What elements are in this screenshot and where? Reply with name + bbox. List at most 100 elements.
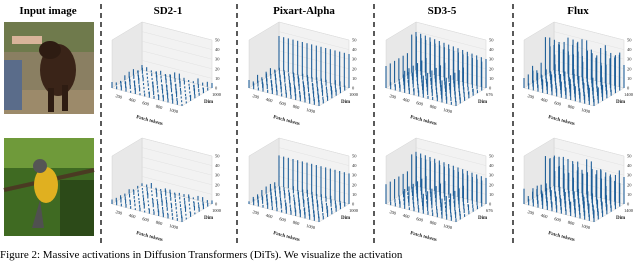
plot-3d: 0 10 20 30 40 50 200 400 600 800 1000 Patch tokens D… bbox=[248, 21, 359, 127]
dim-axis-label: Dim bbox=[204, 100, 214, 105]
plot-3d: 0 10 20 30 40 50 200 400 600 800 1000 Patch tokens D… bbox=[523, 137, 634, 243]
grid-line bbox=[278, 60, 350, 79]
header: Input image bbox=[19, 5, 76, 17]
x-tick-label: 400 bbox=[402, 97, 411, 104]
dim-tick-label: 1000 bbox=[212, 92, 222, 97]
dividers bbox=[100, 4, 514, 246]
grid-line bbox=[141, 137, 213, 157]
z-tick-label: 0 bbox=[215, 86, 218, 91]
grid-line bbox=[141, 147, 213, 166]
x-axis-label: Patch tokens bbox=[547, 231, 575, 243]
grid-line bbox=[141, 21, 213, 41]
grid-line bbox=[278, 176, 350, 195]
header: SD3-5 bbox=[428, 5, 457, 17]
x-tick-label: 400 bbox=[265, 97, 274, 104]
z-tick-label: 10 bbox=[627, 192, 632, 197]
dim-axis-label: Dim bbox=[204, 216, 214, 221]
x-axis-label: Patch tokens bbox=[547, 115, 575, 127]
caption: Figure 2: Massive activations in Diffusi… bbox=[0, 249, 403, 261]
x-tick-label: 400 bbox=[540, 213, 549, 220]
z-tick-label: 40 bbox=[352, 163, 357, 168]
x-axis-label: Patch tokens bbox=[272, 231, 300, 243]
dim-tick-label: 676 bbox=[486, 208, 494, 213]
grid-line bbox=[553, 176, 625, 195]
grid-line bbox=[553, 185, 625, 205]
grid-line bbox=[415, 60, 487, 79]
x-tick-label: 200 bbox=[115, 93, 124, 100]
x-tick-label: 800 bbox=[155, 104, 164, 111]
z-tick-label: 0 bbox=[489, 86, 492, 91]
dim-tick-label: 676 bbox=[486, 92, 494, 97]
grid-line bbox=[141, 60, 213, 79]
plot-3d: 0 10 20 30 40 50 200 400 600 800 1000 Patch tokens D… bbox=[523, 21, 634, 127]
z-tick-label: 20 bbox=[352, 182, 357, 187]
z-tick-label: 20 bbox=[627, 182, 632, 187]
x-tick-label: 1000 bbox=[581, 107, 592, 114]
grid-line bbox=[278, 21, 350, 41]
x-tick-label: 200 bbox=[527, 93, 536, 100]
dim-tick-label: 1000 bbox=[349, 92, 359, 97]
dim-axis-label: Dim bbox=[478, 216, 488, 221]
x-tick-label: 400 bbox=[265, 213, 274, 220]
grid-line bbox=[553, 41, 625, 60]
grid-line bbox=[553, 60, 625, 79]
z-tick-label: 30 bbox=[215, 173, 220, 178]
x-axis-label: Patch tokens bbox=[272, 115, 300, 127]
x-tick-label: 600 bbox=[142, 216, 151, 223]
x-tick-label: 200 bbox=[527, 209, 536, 216]
x-tick-label: 800 bbox=[292, 220, 301, 227]
grid-line bbox=[141, 176, 213, 195]
x-tick-label: 200 bbox=[389, 93, 398, 100]
grid-line bbox=[415, 137, 487, 157]
x-tick-label: 800 bbox=[292, 104, 301, 111]
grid-line bbox=[415, 166, 487, 185]
z-tick-label: 30 bbox=[352, 57, 357, 62]
z-tick-label: 10 bbox=[352, 76, 357, 81]
grid-line bbox=[553, 137, 625, 157]
grid-line bbox=[553, 69, 625, 89]
grid-line bbox=[141, 185, 213, 205]
x-tick-label: 400 bbox=[540, 97, 549, 104]
x-tick-label: 800 bbox=[567, 104, 576, 111]
z-tick-label: 50 bbox=[627, 38, 632, 43]
grid-line bbox=[278, 147, 350, 166]
grid-line bbox=[278, 185, 350, 205]
input-image-dog bbox=[4, 22, 94, 114]
z-tick-label: 30 bbox=[489, 57, 494, 62]
grid-line bbox=[415, 50, 487, 69]
x-tick-label: 1000 bbox=[581, 223, 592, 230]
grid-line bbox=[278, 166, 350, 185]
dim-axis-label: Dim bbox=[616, 216, 626, 221]
grid-line bbox=[415, 147, 487, 166]
grid-line bbox=[415, 31, 487, 50]
z-tick-label: 40 bbox=[352, 47, 357, 52]
z-tick-label: 10 bbox=[215, 192, 220, 197]
grid-line bbox=[553, 50, 625, 69]
x-tick-label: 800 bbox=[155, 220, 164, 227]
z-tick-label: 40 bbox=[489, 163, 494, 168]
z-tick-label: 50 bbox=[627, 154, 632, 159]
grid-line bbox=[553, 31, 625, 50]
z-tick-label: 10 bbox=[352, 192, 357, 197]
z-tick-label: 40 bbox=[627, 163, 632, 168]
x-tick-label: 1000 bbox=[443, 107, 454, 114]
z-tick-label: 50 bbox=[352, 38, 357, 43]
z-tick-label: 50 bbox=[215, 38, 220, 43]
x-tick-label: 1000 bbox=[306, 223, 317, 230]
x-tick-label: 600 bbox=[279, 216, 288, 223]
x-axis-label: Patch tokens bbox=[409, 231, 437, 243]
z-tick-label: 50 bbox=[489, 154, 494, 159]
x-tick-label: 1000 bbox=[443, 223, 454, 230]
x-axis-label: Patch tokens bbox=[135, 231, 163, 243]
z-tick-label: 20 bbox=[489, 182, 494, 187]
dim-axis-label: Dim bbox=[616, 100, 626, 105]
grid-line bbox=[278, 31, 350, 50]
grid-line bbox=[278, 137, 350, 157]
z-tick-label: 30 bbox=[489, 173, 494, 178]
z-tick-label: 0 bbox=[352, 202, 355, 207]
z-tick-label: 0 bbox=[627, 202, 630, 207]
x-tick-label: 1000 bbox=[169, 223, 180, 230]
dim-axis-label: Dim bbox=[341, 100, 351, 105]
grid-line bbox=[141, 166, 213, 185]
grid-line bbox=[141, 157, 213, 176]
